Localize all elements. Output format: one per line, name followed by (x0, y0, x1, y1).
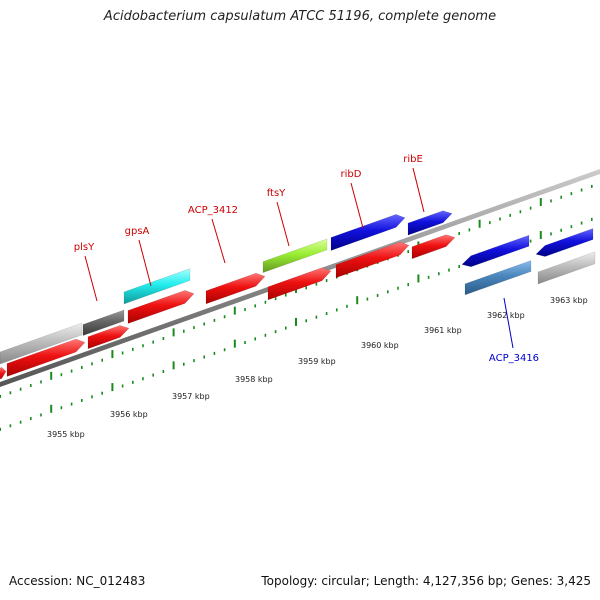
label-leader-line (350, 182, 364, 229)
gene-unnamed (0, 367, 7, 380)
map-title: Acidobacterium capsulatum ATCC 51196, co… (103, 9, 497, 24)
label-leader-line (211, 218, 226, 264)
gene-label-ftsY: ftsY (267, 188, 286, 199)
gene-ftsY (262, 238, 328, 274)
gene-labels: plsY gpsA ACP_3412 ftsY ribD ribE ACP_3416 (74, 154, 539, 364)
scale-labels: 3955 kbp 3956 kbp 3957 kbp 3958 kbp 3959 kbp… (47, 296, 588, 439)
gene-ribE (407, 210, 453, 236)
gene-features (0, 210, 596, 380)
gene-unnamed (267, 267, 332, 301)
gene-ribD (330, 214, 406, 251)
scale-label: 3957 kbp (172, 392, 210, 401)
gene-label-plsY: plsY (74, 242, 95, 253)
gene-unnamed (461, 234, 530, 268)
genome-summary: Topology: circular; Length: 4,127,356 bp… (261, 574, 591, 588)
accession: Accession: NC_012483 (9, 574, 146, 588)
gene-plsY (127, 290, 195, 324)
gene-unnamed (537, 251, 596, 285)
gene-ACP_3416 (464, 260, 532, 296)
outer-tick-ring (0, 184, 593, 398)
gene-unnamed (87, 325, 130, 350)
gene-label-ACP_3412: ACP_3412 (188, 205, 238, 216)
gene-ACP_3412 (205, 272, 266, 305)
gene-label-gpsA: gpsA (125, 226, 150, 237)
gene-unnamed (0, 322, 83, 365)
scale-label: 3959 kbp (298, 357, 336, 366)
gene-label-lines (84, 167, 514, 349)
inner-tick-ring (0, 217, 593, 431)
gene-label-ACP_3416: ACP_3416 (489, 353, 539, 364)
label-leader-line (84, 255, 98, 302)
gene-gpsA (123, 268, 191, 305)
scale-label: 3961 kbp (424, 326, 462, 335)
scale-label: 3960 kbp (361, 341, 399, 350)
scale-label: 3963 kbp (550, 296, 588, 305)
gene-unnamed (82, 309, 125, 336)
scale-label: 3962 kbp (487, 311, 525, 320)
gene-unnamed (335, 241, 410, 279)
scale-label: 3958 kbp (235, 375, 273, 384)
gene-label-ribE: ribE (403, 154, 423, 165)
gene-unnamed (535, 228, 594, 257)
gene-label-ribD: ribD (341, 169, 362, 180)
label-leader-line (412, 167, 425, 213)
label-leader-line (138, 239, 152, 287)
label-leader-line (276, 201, 290, 247)
gene-unnamed (411, 234, 456, 260)
label-leader-line (503, 297, 514, 349)
scale-label: 3955 kbp (47, 430, 85, 439)
scale-label: 3956 kbp (110, 410, 148, 419)
gene-unnamed (6, 338, 86, 377)
